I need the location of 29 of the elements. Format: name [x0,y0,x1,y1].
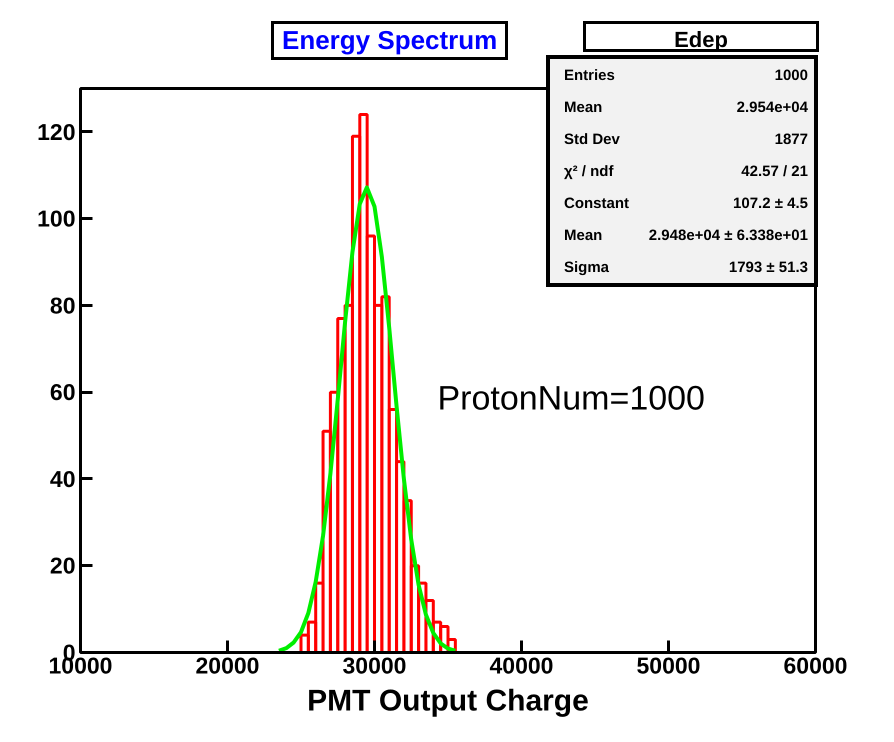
x-tick-label: 50000 [636,652,700,678]
annotation: Constant [563,194,630,214]
annotation: Mean [563,226,604,246]
x-axis-title: PMT Output Charge [307,684,589,718]
annotation: 107.2 ± 4.5 [732,194,809,214]
x-tick-label: 30000 [342,652,406,678]
annotation: Sigma [563,258,610,278]
text: Edep [583,21,819,52]
y-tick-label: 120 [37,118,76,145]
chart-title: Energy Spectrum [271,21,508,60]
text: Entries [563,66,616,86]
annotation: 42.57 / 21 [740,162,809,182]
y-tick-label: 40 [50,466,76,492]
y-tick-label: 100 [37,206,76,232]
y-tick-label: 60 [50,379,76,406]
annotation: 2.954e+04 [736,98,809,118]
x-tick-label: 60000 [784,652,848,678]
annotation: χ² / ndf [563,162,614,182]
annotation: 1877 [774,130,809,150]
y-tick-label: 20 [50,552,76,579]
y-tick-label: 80 [50,292,76,318]
x-tick-label: 40000 [490,652,554,678]
annotation: 2.948e+04 ± 6.338e+01 [648,226,809,246]
x-tick-label: 20000 [196,652,260,678]
annotation: Mean [563,98,604,118]
annotation: Std Dev [563,130,621,150]
annotation: ProtonNum=1000 [438,380,705,418]
annotation: 1793 ± 51.3 [728,258,809,278]
text: 1000 [774,66,809,86]
